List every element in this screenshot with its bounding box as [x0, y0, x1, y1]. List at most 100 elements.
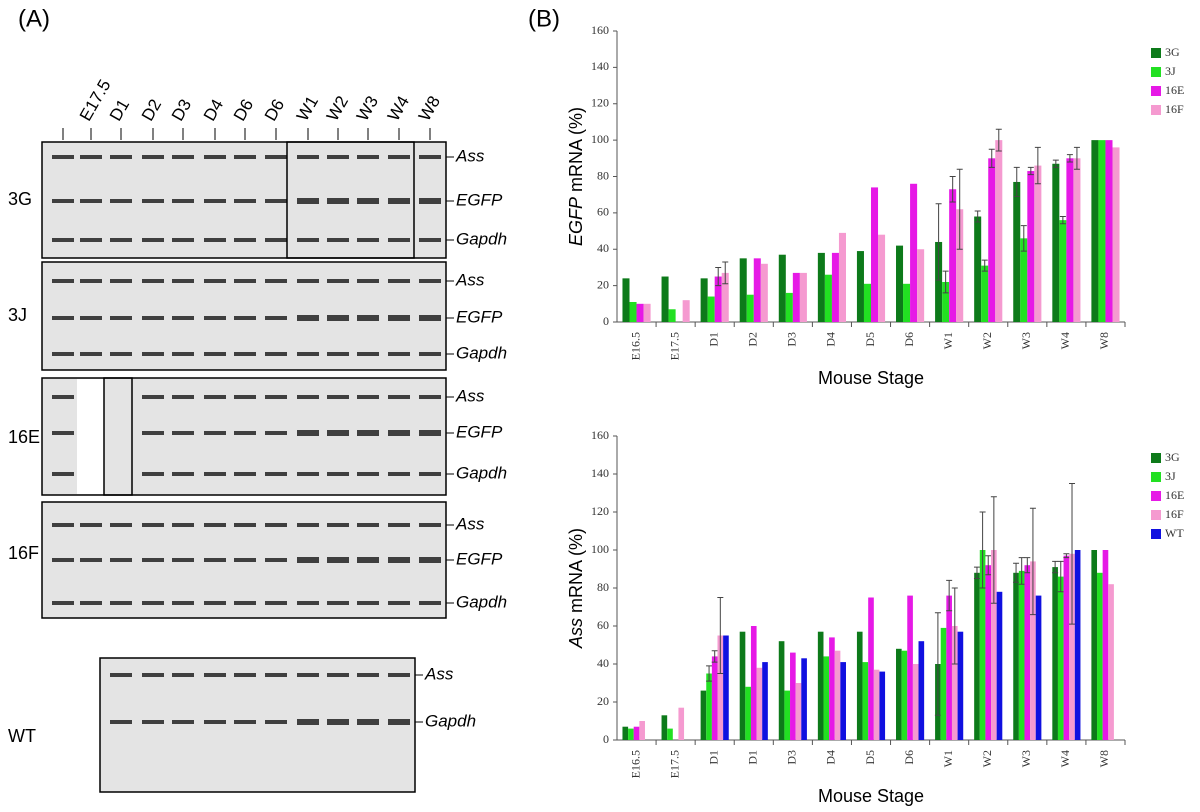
error-bar	[935, 203, 942, 281]
gel-band	[80, 601, 102, 605]
gel-band	[357, 155, 379, 159]
gel-band	[142, 431, 164, 435]
lane-label: D6	[230, 96, 257, 124]
bar	[1059, 220, 1067, 322]
row-label: 16F	[8, 543, 39, 563]
gel-band	[234, 720, 256, 724]
bar	[940, 627, 947, 740]
legend-swatch	[1151, 472, 1161, 482]
error-bar	[942, 270, 949, 294]
gel-band	[327, 238, 349, 242]
bar	[981, 265, 989, 322]
gel-band	[234, 673, 256, 677]
gel-band	[142, 352, 164, 356]
legend-swatch	[1151, 48, 1161, 58]
gel-band	[204, 673, 226, 677]
gel-band	[204, 601, 226, 605]
error-bar	[1069, 483, 1076, 625]
gel-band	[419, 601, 441, 605]
y-tick-label: 80	[597, 580, 609, 594]
gel-band	[388, 395, 410, 399]
bar	[721, 272, 729, 322]
band-label: EGFP	[456, 549, 503, 568]
gel-band	[110, 673, 132, 677]
y-tick-label: 160	[591, 428, 609, 442]
gel-band	[110, 558, 132, 562]
error-bar	[1057, 560, 1064, 593]
gel-band	[327, 557, 349, 563]
gel-band	[327, 315, 349, 321]
gel-band	[357, 523, 379, 527]
gel-band	[52, 431, 74, 435]
x-tick-label: D6	[902, 750, 916, 765]
gel-band	[265, 155, 287, 159]
bar	[935, 241, 943, 322]
gel-band	[297, 279, 319, 283]
error-bar	[1073, 146, 1080, 170]
bar	[1027, 171, 1035, 322]
band-label: Gapdh	[456, 343, 507, 362]
gel-band	[388, 155, 410, 159]
bar	[778, 641, 785, 740]
legend-label: 3J	[1165, 64, 1176, 78]
lane-label: W4	[384, 93, 413, 125]
gel-band	[110, 316, 132, 320]
bar	[823, 656, 830, 740]
x-tick-label: D2	[746, 332, 760, 347]
x-tick-label: E17.5	[667, 332, 681, 360]
gel-band	[204, 720, 226, 724]
gel-band	[52, 199, 74, 203]
gel-band	[234, 199, 256, 203]
bar	[1066, 158, 1074, 322]
lane-label: W2	[323, 93, 352, 125]
y-axis-label-italic: Ass	[566, 618, 586, 649]
gel-band	[357, 198, 379, 204]
bar	[951, 626, 958, 740]
gel-band	[327, 352, 349, 356]
x-tick-label: W4	[1058, 332, 1072, 349]
gel-band	[234, 472, 256, 476]
gel-band	[142, 523, 164, 527]
gel-band	[204, 155, 226, 159]
gel-band	[265, 316, 287, 320]
error-bar	[1027, 166, 1034, 176]
gel-gap	[77, 379, 104, 494]
gel-band	[234, 523, 256, 527]
gel-band	[388, 557, 410, 563]
gel-box	[103, 377, 133, 496]
gel-band	[234, 352, 256, 356]
gel-band	[234, 431, 256, 435]
bar	[682, 300, 690, 322]
error-bar	[1018, 557, 1025, 585]
error-bar	[973, 566, 980, 579]
gel-band	[234, 601, 256, 605]
bar	[1013, 572, 1019, 740]
gel-band	[110, 601, 132, 605]
gel-band	[419, 279, 441, 283]
bar	[856, 251, 864, 322]
band-label: Gapdh	[456, 463, 507, 482]
y-tick-label: 80	[597, 168, 609, 182]
error-bar	[706, 665, 713, 682]
bar	[910, 183, 918, 322]
legend-swatch	[1151, 86, 1161, 96]
bar	[896, 648, 902, 740]
gel-band	[357, 238, 379, 242]
gel-band	[297, 673, 319, 677]
gel-band	[142, 279, 164, 283]
error-bar	[1024, 557, 1031, 574]
gel-band	[234, 395, 256, 399]
error-bar	[722, 261, 729, 285]
gel-band	[142, 673, 164, 677]
legend-label: 16E	[1165, 488, 1184, 502]
gel-band	[357, 719, 379, 725]
error-bar	[934, 612, 941, 716]
gel-band	[172, 673, 194, 677]
gel-band	[357, 352, 379, 356]
band-label: Gapdh	[425, 711, 476, 730]
error-bar	[988, 148, 995, 168]
y-tick-label: 140	[591, 466, 609, 480]
band-label: EGFP	[456, 190, 503, 209]
gel-band	[265, 472, 287, 476]
